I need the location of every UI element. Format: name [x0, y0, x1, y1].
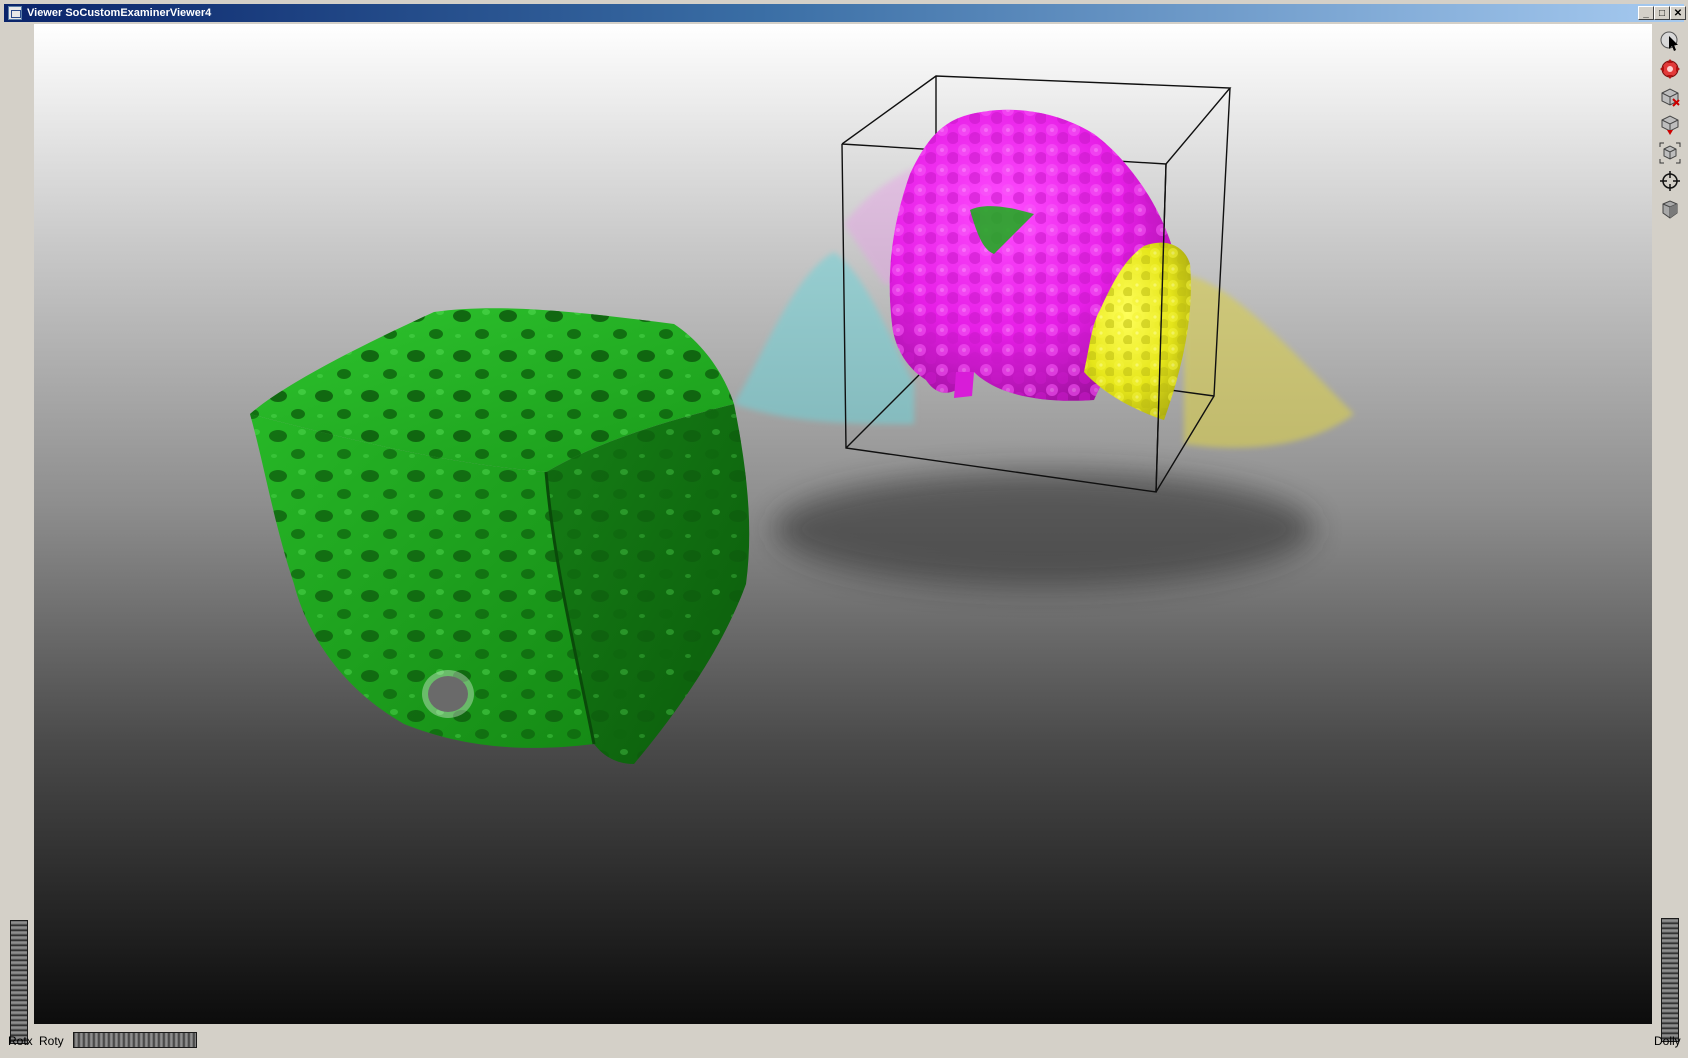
camera-home-icon[interactable] — [1659, 86, 1681, 108]
title-bar[interactable]: Viewer SoCustomExaminerViewer4 _ □ ✕ — [4, 4, 1686, 22]
volume-shadow — [774, 471, 1314, 587]
roty-label: Roty — [39, 1034, 64, 1048]
window-title: Viewer SoCustomExaminerViewer4 — [27, 7, 212, 19]
roty-thumbwheel[interactable] — [73, 1032, 197, 1048]
view-move-icon[interactable] — [1659, 58, 1681, 80]
view-all-icon[interactable] — [1659, 142, 1681, 164]
select-pointer-icon[interactable] — [1659, 30, 1681, 52]
dolly-label: Dolly — [1654, 1034, 1681, 1048]
camera-type-icon[interactable] — [1659, 198, 1681, 220]
bottom-decoration-bar — [0, 1024, 1688, 1058]
maximize-button[interactable]: □ — [1654, 6, 1670, 20]
green-porous-cube — [250, 308, 750, 764]
dolly-thumbwheel[interactable] — [1661, 918, 1679, 1042]
set-home-icon[interactable] — [1659, 114, 1681, 136]
bounding-box-front-edge — [1155, 163, 1167, 493]
yellow-projection — [1184, 274, 1354, 448]
window-icon[interactable] — [8, 6, 22, 20]
close-button[interactable]: ✕ — [1670, 6, 1686, 20]
rotx-label: Rotx — [8, 1034, 33, 1048]
scene-graphics — [250, 75, 1354, 764]
left-decoration-panel — [0, 24, 34, 1044]
render-area[interactable] — [34, 24, 1652, 1024]
yellow-volume — [1084, 242, 1191, 420]
minimize-button[interactable]: _ — [1638, 6, 1654, 20]
right-toolbar — [1652, 24, 1688, 1042]
rotx-thumbwheel[interactable] — [10, 920, 28, 1044]
seek-crosshair-icon[interactable] — [1659, 170, 1681, 192]
cyan-projection — [734, 252, 914, 424]
